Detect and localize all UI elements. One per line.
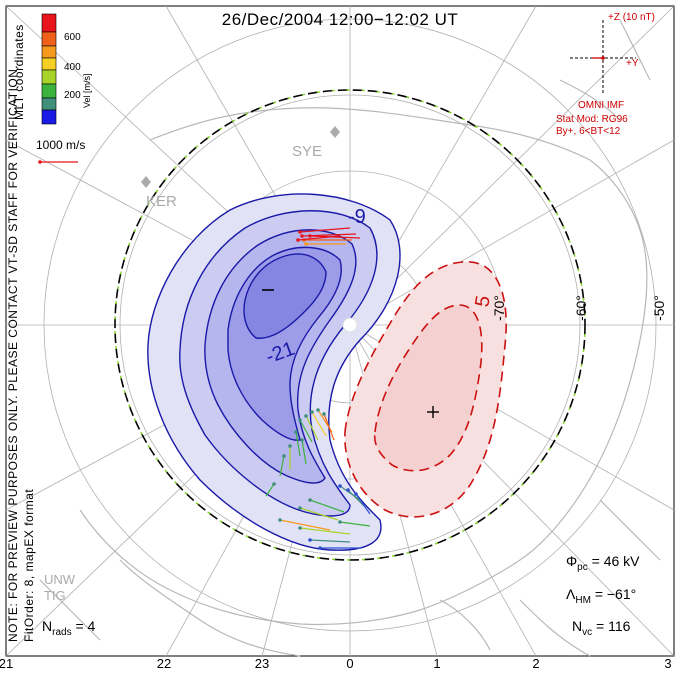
contour-label-9: -9 [348, 206, 366, 228]
lambda-hm-value: = −61° [594, 586, 637, 602]
colorbar-unit: Vel [m/s] [82, 73, 92, 108]
station-tig: TIG [44, 588, 66, 603]
n-rads-subscript: rads [52, 626, 72, 638]
velocity-colorbar [41, 13, 57, 125]
latitude-label-70: -70° [490, 295, 507, 321]
phi-pc-stat: Φpc = 46 kV [566, 553, 640, 573]
colorbar-tick-200: 200 [64, 90, 81, 101]
n-vc-symbol: N [572, 618, 583, 634]
station-markers [141, 126, 340, 188]
station-unw: UNW [44, 572, 76, 587]
mlt-tick-23: 23 [254, 656, 270, 671]
phi-pc-value: = 46 kV [591, 553, 640, 569]
latitude-label-50: -50° [650, 295, 667, 321]
vectors-central-cluster [265, 408, 335, 497]
mlt-tick-3: 3 [664, 656, 672, 671]
imf-source-label: OMNI IMF [578, 100, 625, 111]
n-vc-value: = 116 [596, 618, 631, 634]
station-ker: KER [146, 193, 177, 210]
latitude-label-60: -60° [572, 295, 589, 321]
stat-model-params: By+, 6<BT<12 [556, 126, 621, 137]
vectors-north-cluster [296, 227, 361, 246]
phi-pc-symbol: Φ [566, 553, 578, 569]
velocity-vectors [265, 227, 371, 550]
imf-dial [570, 20, 636, 95]
colorbar-tick-400: 400 [64, 62, 81, 73]
coastlines [39, 19, 661, 657]
phi-pc-subscript: pc [577, 561, 588, 573]
n-rads-symbol: N [42, 618, 53, 634]
stat-model-label: Stat Mod: RG96 [556, 114, 628, 125]
map-title: 26/Dec/2004 12:00−12:02 UT [221, 10, 459, 29]
coordinate-label: MLT coordinates [12, 24, 26, 120]
reference-vector-dot [38, 160, 42, 164]
negative-potential-cell [147, 193, 401, 551]
vectors-south-cluster [278, 484, 371, 550]
preview-note: NOTE: FOR PREVIEW PURPOSES ONLY. PLEASE … [6, 64, 20, 642]
mlt-tick-2: 2 [532, 656, 540, 671]
positive-potential-cell [344, 261, 507, 518]
imf-z-label: +Z (10 nT) [608, 12, 655, 23]
mlt-tick-1: 1 [433, 656, 441, 671]
pole-dot [342, 317, 358, 333]
n-vc-stat: Nvc = 116 [572, 618, 630, 638]
plot-frame [5, 5, 675, 657]
colorbar-tick-600: 600 [64, 32, 81, 43]
mlt-tick-21: 21 [0, 656, 14, 671]
lambda-hm-symbol: Λ [566, 586, 576, 602]
fit-order-note: FitOrder: 8, mapEX format [22, 488, 36, 642]
lambda-hm-stat: ΛHM = −61° [566, 586, 636, 606]
station-sye: SYE [292, 143, 323, 160]
mlt-tick-22: 22 [156, 656, 172, 671]
hm-boundary-green [114, 89, 586, 561]
imf-y-label: +Y [626, 58, 639, 69]
n-vc-subscript: vc [582, 626, 593, 638]
lambda-hm-subscript: HM [575, 594, 591, 606]
n-rads-stat: Nrads = 4 [42, 618, 95, 638]
mlt-tick-0: 0 [346, 656, 354, 671]
hm-boundary [114, 89, 586, 561]
n-rads-value: = 4 [75, 618, 96, 634]
reference-vector-label: 1000 m/s [36, 138, 86, 152]
max-potential-marker [427, 406, 439, 418]
